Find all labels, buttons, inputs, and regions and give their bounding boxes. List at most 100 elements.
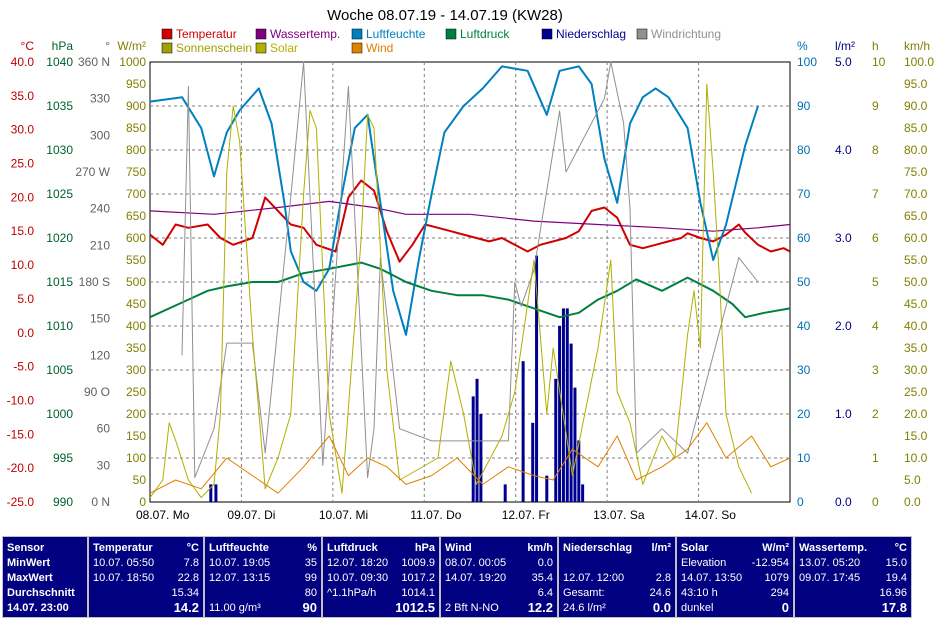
legend-label: Wassertemp. bbox=[270, 27, 340, 41]
tick-pressure: 1005 bbox=[46, 363, 73, 377]
tick-temp: 20.0 bbox=[11, 190, 35, 204]
rain-bar bbox=[554, 378, 558, 502]
rain-bar bbox=[558, 326, 562, 502]
temp-current: 14.2 bbox=[173, 600, 199, 615]
stats-water: Wassertemp. °C 13.07. 05:20 15.0 09.07. 17… bbox=[794, 536, 912, 618]
rain-bar bbox=[545, 475, 549, 502]
tick-temp: 35.0 bbox=[11, 89, 35, 103]
solar-elev-value: -12.954 bbox=[751, 557, 789, 569]
tick-temp: 15.0 bbox=[11, 224, 35, 238]
tick-solar: 500 bbox=[126, 275, 146, 289]
hum-min-value: 35 bbox=[304, 557, 317, 569]
water-max-value: 19.4 bbox=[885, 572, 907, 584]
water-min-time: 13.07. 05:20 bbox=[799, 557, 861, 569]
legend-swatch bbox=[541, 28, 553, 40]
tick-humidity: 70 bbox=[797, 187, 811, 201]
tick-sunshine: 6 bbox=[872, 231, 879, 245]
tick-wind: 75.0 bbox=[904, 165, 928, 179]
press-header: Luftdruck bbox=[327, 542, 378, 554]
tick-solar: 600 bbox=[126, 231, 146, 245]
min-label: MinWert bbox=[7, 557, 51, 569]
rain-bar bbox=[521, 361, 525, 502]
tick-solar: 100 bbox=[126, 451, 146, 465]
rain-bar bbox=[561, 308, 565, 502]
tick-sunshine: 9 bbox=[872, 99, 879, 113]
max-label: MaxWert bbox=[7, 572, 53, 584]
tick-wind: 40.0 bbox=[904, 319, 928, 333]
rain-max-value: 2.8 bbox=[655, 572, 671, 584]
tick-wind: 30.0 bbox=[904, 363, 928, 377]
press-avg: 1014.1 bbox=[401, 587, 435, 599]
temp-max-value: 22.8 bbox=[177, 572, 199, 584]
sensor-header: Sensor bbox=[7, 542, 45, 554]
temp-unit: °C bbox=[186, 542, 199, 554]
legend-swatch bbox=[445, 28, 457, 40]
rain-bar bbox=[569, 343, 573, 502]
tick-wind: 65.0 bbox=[904, 209, 928, 223]
tick-direction: 330 bbox=[90, 92, 110, 106]
series-wassertemp bbox=[149, 200, 791, 232]
wind-max-value: 35.4 bbox=[531, 572, 553, 584]
series-wind bbox=[149, 422, 791, 494]
tick-temp: 25.0 bbox=[11, 157, 35, 171]
solar-avg: 294 bbox=[770, 587, 789, 599]
tick-humidity: 60 bbox=[797, 231, 811, 245]
axis-units: °C hPa ° W/m²% l/m² h km/h bbox=[21, 39, 930, 53]
series-solar bbox=[149, 83, 753, 499]
tick-temp: -25.0 bbox=[7, 495, 35, 509]
press-min-value: 1009.9 bbox=[401, 557, 435, 569]
wind-avg: 6.4 bbox=[537, 587, 553, 599]
series-luftdruck bbox=[149, 261, 791, 319]
tick-sunshine: 2 bbox=[872, 407, 879, 421]
current-time: 14.07. 23:00 bbox=[7, 602, 69, 614]
tick-wind: 35.0 bbox=[904, 341, 928, 355]
rain-bar bbox=[577, 440, 581, 502]
wind-header: Wind bbox=[445, 542, 472, 554]
tick-wind: 60.0 bbox=[904, 231, 928, 245]
stats-wind: Wind km/h 08.07. 00:05 0.0 14.07. 19:20 35.… bbox=[440, 536, 558, 618]
legend-swatch bbox=[351, 28, 363, 40]
solar-elev-label: Elevation bbox=[681, 557, 727, 569]
water-current: 17.8 bbox=[881, 600, 907, 615]
tick-solar: 0 bbox=[139, 495, 146, 509]
water-avg: 16.96 bbox=[879, 587, 907, 599]
hum-min-time: 10.07. 19:05 bbox=[209, 557, 271, 569]
press-unit: hPa bbox=[414, 542, 435, 554]
unit-solar: W/m² bbox=[117, 39, 146, 53]
solar-max-value: 1079 bbox=[764, 572, 789, 584]
tick-wind: 100.0 bbox=[904, 55, 934, 69]
tick-wind: 15.0 bbox=[904, 429, 928, 443]
rain-bar bbox=[214, 484, 218, 502]
unit-humidity: % bbox=[797, 39, 808, 53]
press-max-time: 10.07. 09:30 bbox=[327, 572, 389, 584]
tick-solar: 850 bbox=[126, 121, 146, 135]
wind-max-time: 14.07. 19:20 bbox=[445, 572, 507, 584]
tick-humidity: 90 bbox=[797, 99, 811, 113]
tick-pressure: 1010 bbox=[46, 319, 73, 333]
press-current: 1012.5 bbox=[395, 600, 435, 615]
tick-wind: 80.0 bbox=[904, 143, 928, 157]
rain-max-time: 12.07. 12:00 bbox=[563, 572, 625, 584]
legend-label: Sonnenschein bbox=[176, 41, 252, 55]
tick-pressure: 1035 bbox=[46, 99, 73, 113]
wind-min-value: 0.0 bbox=[537, 557, 553, 569]
solar-state: dunkel bbox=[681, 602, 714, 614]
chart-legend: Temperatur Wassertemp. Luftfeuchte Luftdruc… bbox=[161, 27, 721, 55]
tick-wind: 90.0 bbox=[904, 99, 928, 113]
tick-solar: 550 bbox=[126, 253, 146, 267]
water-unit: °C bbox=[894, 542, 907, 554]
x-tick-label: 11.07. Do bbox=[410, 508, 461, 522]
solar-duration: 43:10 h bbox=[681, 587, 718, 599]
wind-bft: 2 Bft N-NO bbox=[445, 602, 499, 614]
legend-swatch bbox=[636, 28, 648, 40]
tick-humidity: 30 bbox=[797, 363, 811, 377]
tick-direction: 0 N bbox=[91, 495, 110, 509]
tick-pressure: 1030 bbox=[46, 143, 73, 157]
hum-max-time: 12.07. 13:15 bbox=[209, 572, 271, 584]
rain-total: 24.6 bbox=[649, 587, 671, 599]
tick-sunshine: 0 bbox=[872, 495, 879, 509]
water-header: Wassertemp. bbox=[799, 542, 868, 554]
tick-pressure: 1000 bbox=[46, 407, 73, 421]
tick-solar: 350 bbox=[126, 341, 146, 355]
stats-sensor: Sensor MinWert MaxWert Durchschnitt 14.0… bbox=[2, 536, 88, 618]
